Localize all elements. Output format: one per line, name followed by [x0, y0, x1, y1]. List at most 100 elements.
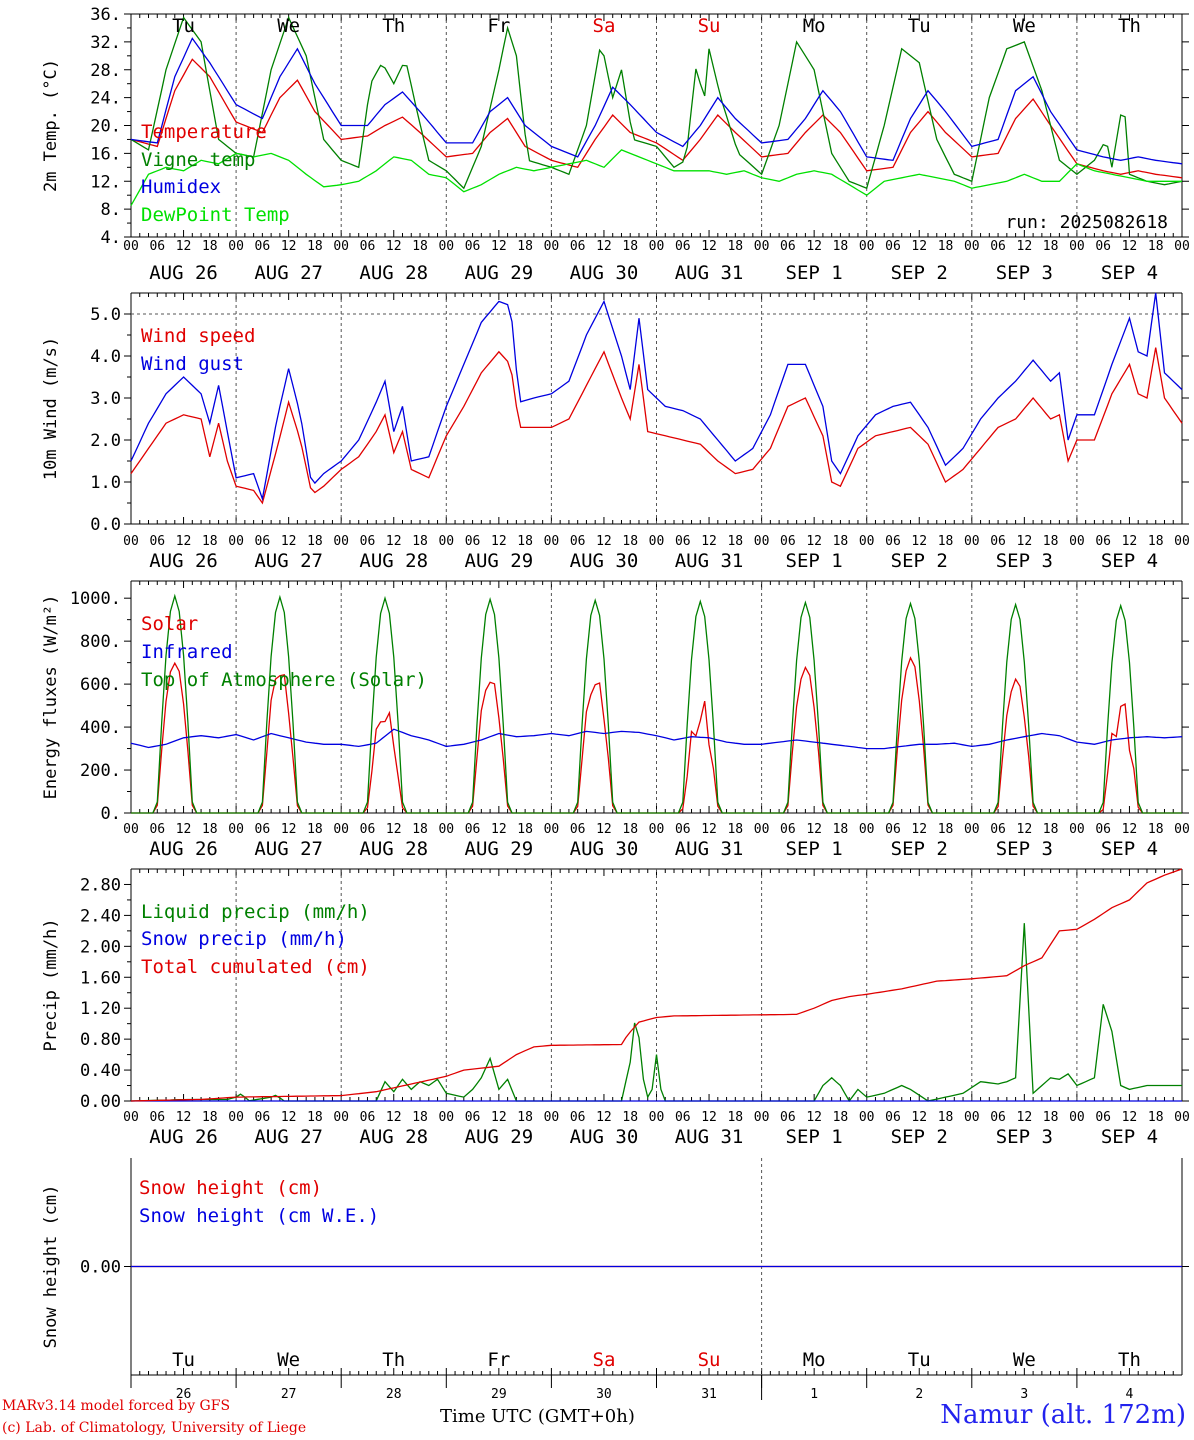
weekday-label: Sa [593, 1349, 616, 1371]
weekday-label: Sa [593, 15, 616, 37]
hour-tick-label: 12 [1122, 1110, 1138, 1125]
hour-tick-label: 00 [228, 822, 244, 837]
date-label: SEP 4 [1101, 262, 1158, 284]
hour-tick-label: 18 [938, 822, 954, 837]
date-label: SEP 1 [786, 1126, 843, 1148]
hour-tick-label: 18 [1148, 534, 1164, 549]
hour-tick-label: 18 [938, 239, 954, 254]
y-tick-label: 2.0 [90, 431, 121, 451]
y-tick-label: 1000. [70, 589, 121, 609]
hour-tick-label: 06 [1095, 239, 1111, 254]
date-label: AUG 28 [359, 262, 428, 284]
hour-tick-label: 18 [727, 239, 743, 254]
hour-tick-label: 00 [333, 822, 349, 837]
date-label: SEP 1 [786, 838, 843, 860]
date-label: AUG 29 [465, 838, 534, 860]
hour-tick-label: 00 [123, 822, 139, 837]
y-tick-label: 1.0 [90, 473, 121, 493]
y-tick-label: 600. [80, 675, 121, 695]
hour-tick-label: 12 [281, 1110, 297, 1125]
day-number-label: 3 [1020, 1387, 1028, 1400]
hour-tick-label: 06 [675, 1110, 691, 1125]
hour-tick-label: 18 [517, 1110, 533, 1125]
hour-tick-label: 18 [202, 822, 218, 837]
meteogram: 4.8.12.16.20.24.28.32.36.2m Temp. (°C) Te… [41, 5, 1190, 1400]
y-tick-label: 0. [101, 804, 121, 824]
date-label: AUG 26 [149, 1126, 218, 1148]
hour-tick-label: 06 [780, 239, 796, 254]
date-label: AUG 27 [254, 838, 323, 860]
legend-humidex: Humidex [141, 176, 221, 198]
weekday-label: We [1013, 1349, 1036, 1371]
hour-tick-label: 12 [491, 1110, 507, 1125]
weekday-label: We [277, 1349, 300, 1371]
hour-tick-label: 06 [885, 534, 901, 549]
hour-tick-label: 00 [754, 822, 770, 837]
date-label: AUG 28 [359, 550, 428, 572]
y-axis-label: 10m Wind (m/s) [41, 337, 61, 480]
weekday-label: We [1013, 15, 1036, 37]
hour-tick-label: 06 [885, 239, 901, 254]
hour-tick-label: 06 [675, 534, 691, 549]
y-tick-label: 5.0 [90, 305, 121, 325]
hour-tick-label: 18 [727, 1110, 743, 1125]
date-label: AUG 30 [570, 262, 639, 284]
hour-tick-label: 06 [465, 534, 481, 549]
hour-tick-label: 00 [228, 239, 244, 254]
y-tick-label: 32. [90, 33, 121, 53]
date-label: SEP 2 [891, 262, 948, 284]
day-number-label: 31 [701, 1387, 717, 1400]
hour-tick-label: 12 [596, 534, 612, 549]
hour-tick-label: 00 [1069, 239, 1085, 254]
date-label: SEP 3 [996, 1126, 1053, 1148]
y-tick-label: 8. [101, 200, 121, 220]
y-tick-label: 4. [101, 228, 121, 248]
hour-tick-label: 06 [360, 239, 376, 254]
hour-tick-label: 00 [438, 239, 454, 254]
y-tick-label: 12. [90, 172, 121, 192]
hour-tick-label: 06 [360, 1110, 376, 1125]
hour-tick-label: 06 [255, 534, 271, 549]
hour-tick-label: 12 [1017, 1110, 1033, 1125]
y-tick-label: 28. [90, 61, 121, 81]
hour-tick-label: 00 [123, 534, 139, 549]
weekday-label: Fr [487, 15, 510, 37]
date-label: SEP 3 [996, 550, 1053, 572]
hour-tick-label: 06 [780, 822, 796, 837]
hour-tick-label: 12 [386, 239, 402, 254]
hour-tick-label: 00 [544, 822, 560, 837]
hour-tick-label: 12 [386, 1110, 402, 1125]
date-label: AUG 30 [570, 550, 639, 572]
hour-tick-label: 06 [990, 1110, 1006, 1125]
legend-solar: Solar [141, 613, 198, 635]
hour-tick-label: 12 [806, 822, 822, 837]
hour-tick-label: 00 [123, 1110, 139, 1125]
hour-tick-label: 12 [911, 534, 927, 549]
hour-tick-label: 00 [333, 1110, 349, 1125]
hour-tick-label: 18 [622, 239, 638, 254]
y-axis-label: Snow height (cm) [41, 1185, 61, 1349]
hour-tick-label: 00 [754, 239, 770, 254]
hour-tick-label: 12 [806, 534, 822, 549]
hour-tick-label: 06 [1095, 822, 1111, 837]
hour-tick-label: 18 [412, 1110, 428, 1125]
y-tick-label: 800. [80, 632, 121, 652]
y-tick-label: 16. [90, 144, 121, 164]
day-number-label: 2 [915, 1387, 923, 1400]
day-number-label: 28 [386, 1387, 402, 1400]
y-tick-label: 0.00 [80, 1258, 121, 1278]
legend-wind-speed: Wind speed [141, 325, 255, 347]
hour-tick-label: 06 [990, 822, 1006, 837]
series-line-humidex [130, 37, 1183, 165]
hour-tick-label: 00 [333, 534, 349, 549]
weekday-label: Th [382, 1349, 405, 1371]
legend-snow-height-cm-w-e-: Snow height (cm W.E.) [139, 1205, 379, 1227]
date-label: SEP 2 [891, 838, 948, 860]
hour-tick-label: 06 [675, 822, 691, 837]
hour-tick-label: 12 [1017, 239, 1033, 254]
hour-tick-label: 18 [517, 239, 533, 254]
weekday-label: We [277, 15, 300, 37]
weekday-label: Th [1118, 1349, 1141, 1371]
hour-tick-label: 06 [570, 1110, 586, 1125]
hour-tick-label: 12 [491, 822, 507, 837]
